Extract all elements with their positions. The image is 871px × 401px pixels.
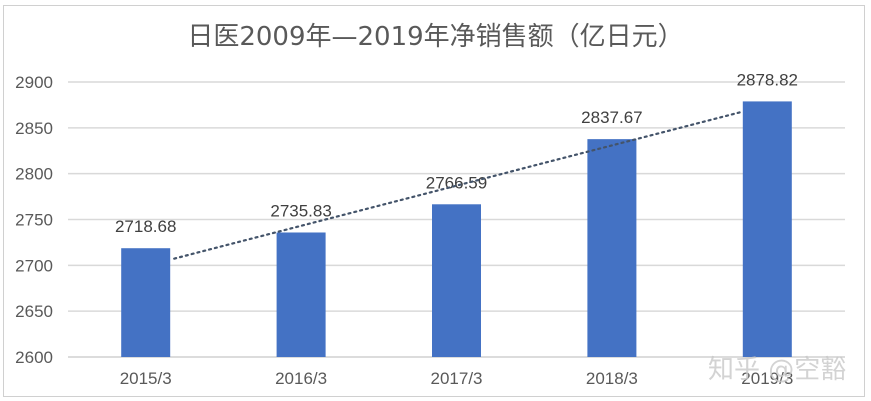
data-label: 2735.83: [270, 201, 331, 220]
bar: [121, 248, 171, 357]
bar: [276, 232, 326, 357]
x-tick-label: 2016/3: [275, 369, 327, 388]
watermark: 知乎 @空豁: [708, 355, 847, 385]
y-tick-label: 2600: [15, 348, 53, 367]
y-tick-label: 2900: [15, 73, 53, 92]
y-tick-label: 2800: [15, 165, 53, 184]
bar: [587, 139, 637, 357]
data-label: 2837.67: [581, 108, 642, 127]
bar: [432, 204, 481, 357]
bar: [742, 101, 792, 357]
y-tick-label: 2750: [15, 211, 53, 230]
trendline: [173, 110, 744, 260]
y-tick-label: 2700: [15, 256, 53, 275]
data-label: 2878.82: [737, 70, 798, 89]
x-tick-label: 2017/3: [431, 369, 483, 388]
data-label: 2766.59: [426, 173, 487, 192]
data-label: 2718.68: [115, 217, 176, 236]
y-tick-label: 2850: [15, 119, 53, 138]
x-tick-label: 2015/3: [120, 369, 172, 388]
x-tick-label: 2019/3: [741, 369, 793, 388]
y-tick-label: 2650: [15, 302, 53, 321]
chart-title: 日医2009年—2019年净销售额（亿日元）: [187, 22, 684, 52]
chart-frame: [3, 5, 865, 397]
x-tick-label: 2018/3: [586, 369, 638, 388]
